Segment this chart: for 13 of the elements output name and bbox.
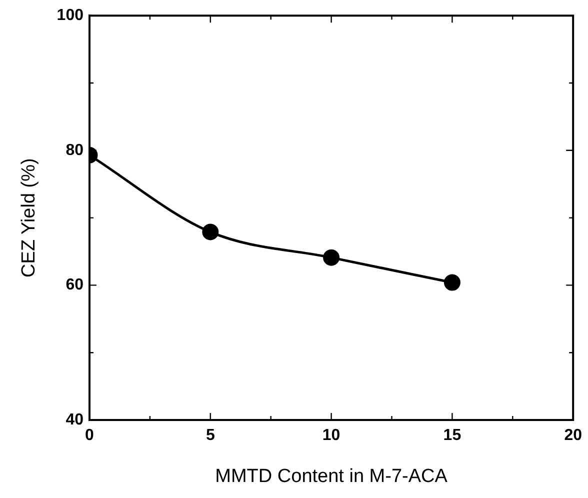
- point: [323, 249, 340, 266]
- y-tick-label: 60: [66, 276, 84, 294]
- y-tick-label: 80: [66, 142, 84, 159]
- y-tick-label: 40: [66, 411, 84, 428]
- x-tick-label: 0: [85, 427, 94, 444]
- x-axis-title: MMTD Content in M-7-ACA: [215, 466, 448, 487]
- x-tick-label: 10: [322, 427, 340, 444]
- y-axis-title: CEZ Yield (%): [18, 158, 40, 278]
- x-tick-label: 5: [206, 427, 215, 444]
- point: [444, 274, 460, 291]
- x-tick-label: 20: [564, 427, 582, 444]
- y-tick-label: 100: [56, 7, 84, 24]
- x-tick-label: 15: [443, 427, 462, 444]
